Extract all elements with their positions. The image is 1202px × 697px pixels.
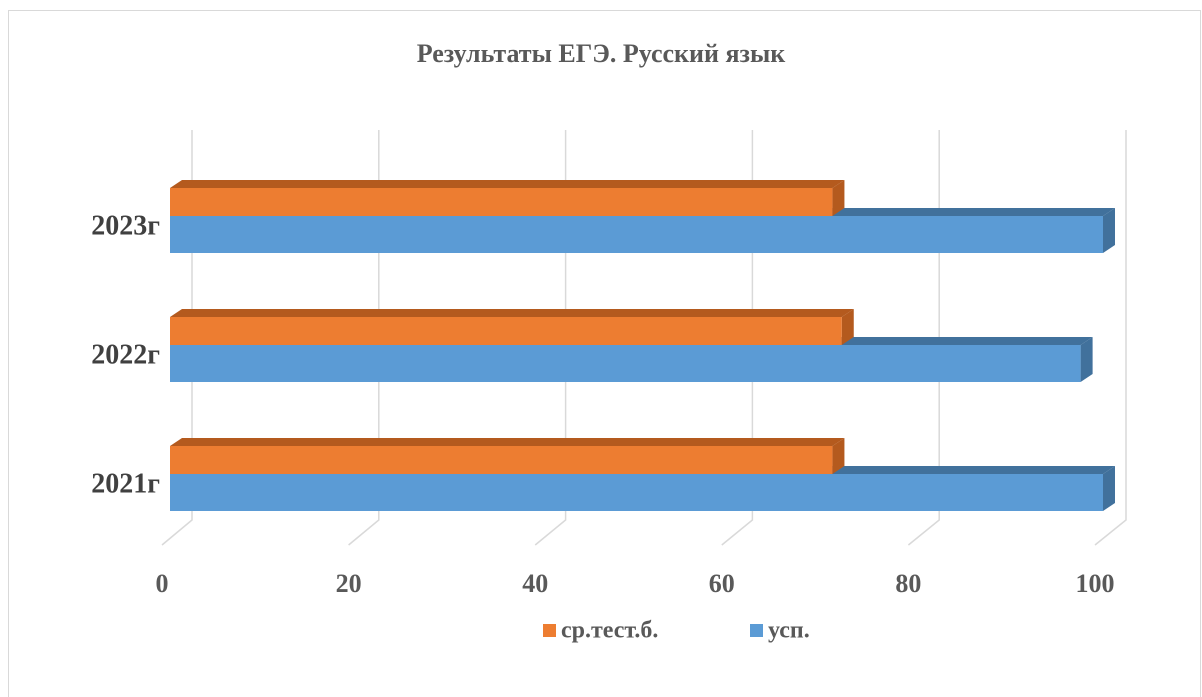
- legend-label: усп.: [768, 618, 810, 644]
- bar: [170, 180, 845, 216]
- bar-top: [170, 180, 845, 188]
- bar-side: [1080, 337, 1093, 382]
- grid-line: [161, 130, 193, 546]
- bar-side: [832, 438, 845, 474]
- y-tick-label: 2022г: [91, 339, 160, 370]
- legend-swatch: [543, 624, 556, 637]
- grid-line: [907, 130, 940, 546]
- legend-swatch: [750, 624, 763, 637]
- bar-side: [1103, 208, 1115, 253]
- grid-line: [721, 130, 754, 546]
- grid-line: [534, 130, 567, 546]
- grid-line: [1094, 130, 1127, 546]
- x-tick-label: 0: [156, 569, 169, 598]
- y-tick-label: 2023г: [91, 210, 160, 241]
- bar-side: [832, 180, 845, 216]
- bar-top: [170, 309, 854, 317]
- bar-front: [170, 188, 833, 216]
- bar: [170, 309, 854, 345]
- x-tick-label: 20: [336, 569, 362, 598]
- bar-front: [170, 345, 1081, 382]
- bar-front: [170, 317, 842, 345]
- bar-side: [1103, 466, 1115, 511]
- x-tick-label: 80: [895, 569, 921, 598]
- chart-title: Результаты ЕГЭ. Русский язык: [417, 39, 786, 68]
- x-tick-label: 40: [522, 569, 548, 598]
- bar-front: [170, 446, 833, 474]
- x-tick-label: 100: [1076, 569, 1115, 598]
- bar: [170, 438, 845, 474]
- legend-label: ср.тест.б.: [561, 618, 658, 644]
- bar-side: [841, 309, 854, 345]
- x-tick-label: 60: [709, 569, 735, 598]
- grid-line: [348, 130, 380, 546]
- y-tick-label: 2021г: [91, 468, 160, 499]
- bar-top: [170, 438, 845, 446]
- bar-front: [170, 474, 1103, 511]
- bar-front: [170, 216, 1103, 253]
